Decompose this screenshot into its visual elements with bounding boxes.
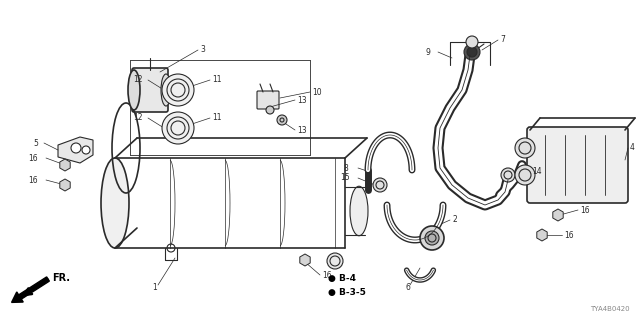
Ellipse shape — [128, 70, 140, 110]
Text: ● B-4: ● B-4 — [328, 274, 356, 283]
Polygon shape — [60, 159, 70, 171]
Text: 14: 14 — [532, 166, 541, 175]
FancyBboxPatch shape — [257, 91, 279, 109]
Circle shape — [162, 112, 194, 144]
Polygon shape — [553, 209, 563, 221]
Text: 16: 16 — [28, 175, 38, 185]
Polygon shape — [58, 137, 93, 163]
Text: 16: 16 — [322, 270, 332, 279]
Circle shape — [466, 36, 478, 48]
Ellipse shape — [161, 74, 171, 106]
Circle shape — [420, 226, 444, 250]
Circle shape — [515, 165, 535, 185]
Text: 12: 12 — [134, 75, 143, 84]
FancyArrow shape — [12, 277, 49, 302]
Ellipse shape — [350, 186, 368, 236]
Text: 13: 13 — [297, 125, 307, 134]
Text: FR.: FR. — [52, 273, 70, 283]
Circle shape — [277, 115, 287, 125]
Text: 15: 15 — [340, 172, 350, 181]
FancyBboxPatch shape — [132, 68, 168, 112]
Text: 16: 16 — [28, 154, 38, 163]
Text: 16: 16 — [564, 230, 573, 239]
Text: 7: 7 — [500, 35, 505, 44]
Text: 5: 5 — [33, 139, 38, 148]
Polygon shape — [537, 229, 547, 241]
Text: 9: 9 — [425, 47, 430, 57]
Circle shape — [425, 231, 439, 245]
Circle shape — [266, 106, 274, 114]
Text: ● B-3-5: ● B-3-5 — [328, 287, 366, 297]
Text: 8: 8 — [343, 164, 348, 172]
Text: 6: 6 — [406, 284, 410, 292]
Text: 1: 1 — [152, 284, 157, 292]
Circle shape — [467, 47, 477, 57]
Text: 16: 16 — [580, 205, 589, 214]
Text: TYA4B0420: TYA4B0420 — [590, 306, 630, 312]
Text: 4: 4 — [630, 142, 635, 151]
FancyBboxPatch shape — [527, 127, 628, 203]
Polygon shape — [300, 254, 310, 266]
Circle shape — [464, 44, 480, 60]
Text: 12: 12 — [134, 113, 143, 122]
Circle shape — [373, 178, 387, 192]
Circle shape — [327, 253, 343, 269]
Ellipse shape — [101, 158, 129, 248]
Circle shape — [501, 168, 515, 182]
Circle shape — [82, 146, 90, 154]
Text: 11: 11 — [212, 75, 221, 84]
Text: 3: 3 — [200, 44, 205, 53]
Circle shape — [71, 143, 81, 153]
Text: 10: 10 — [312, 87, 322, 97]
Text: 13: 13 — [297, 95, 307, 105]
Circle shape — [515, 138, 535, 158]
Text: 11: 11 — [212, 113, 221, 122]
Text: 2: 2 — [452, 214, 457, 223]
Polygon shape — [60, 179, 70, 191]
Circle shape — [162, 74, 194, 106]
